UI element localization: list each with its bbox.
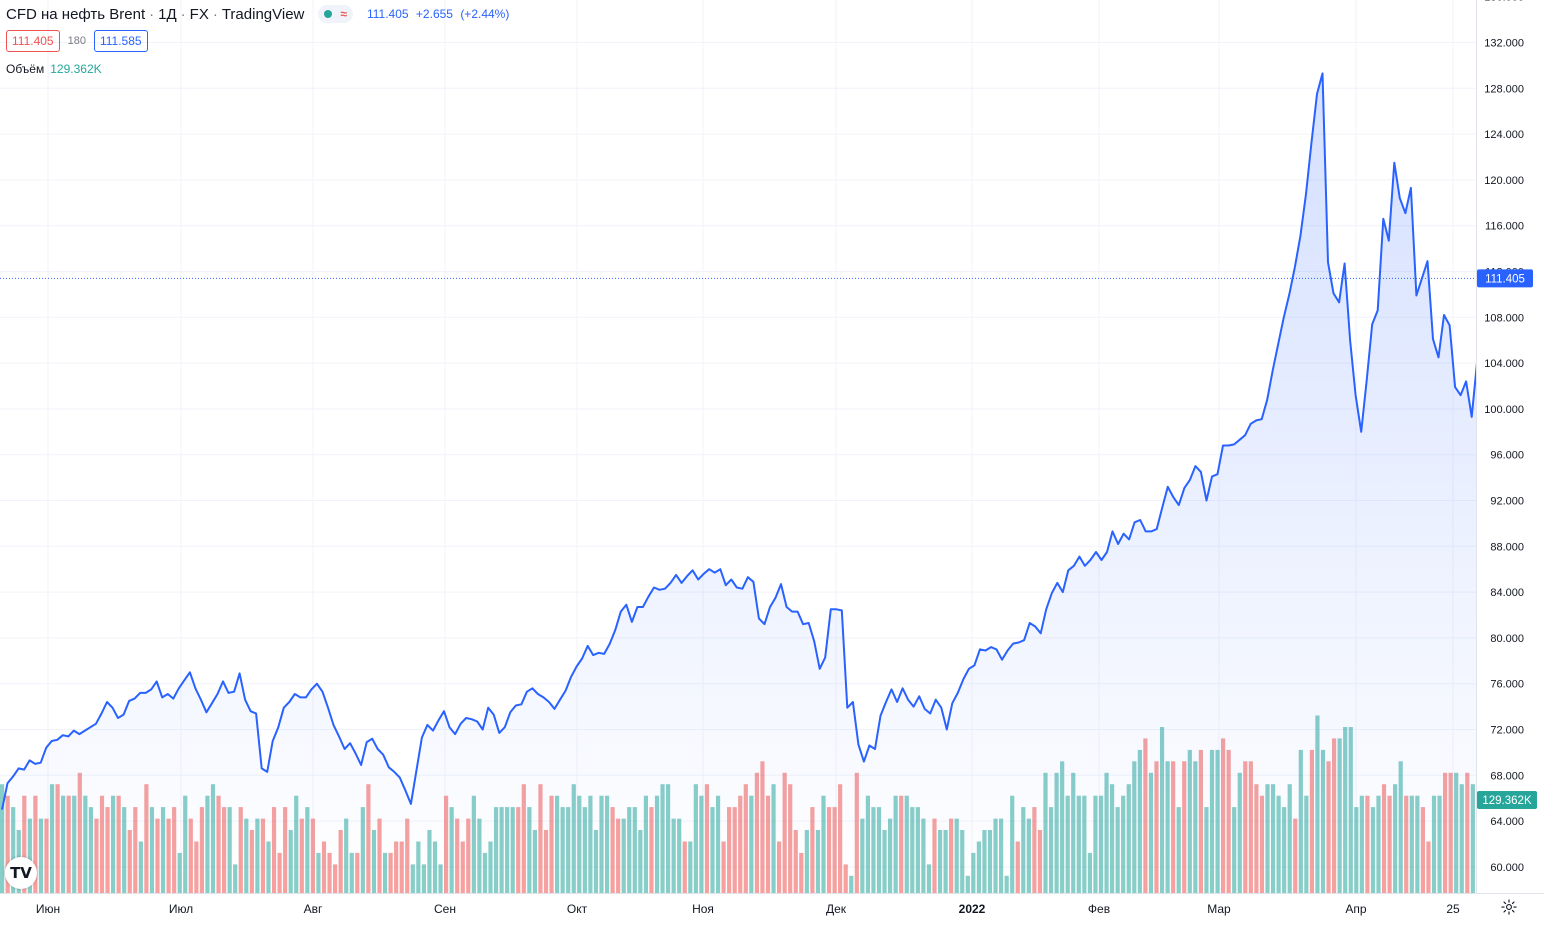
volume-value: 129.362K — [50, 62, 102, 76]
buy-button[interactable]: 111.585 — [93, 30, 148, 52]
y-tick-label: 96.000 — [1490, 450, 1524, 462]
x-tick-label: 2022 — [959, 902, 986, 916]
y-tick-label: 92.000 — [1490, 496, 1524, 508]
x-tick-label: Июл — [169, 902, 193, 916]
x-tick-label: Окт — [567, 902, 588, 916]
y-tick-label: 128.000 — [1484, 83, 1524, 95]
x-tick-label: Апр — [1345, 902, 1367, 916]
time-axis: Июн Июл Авг Сен Окт Ноя Дек 2022 Фев Мар Апр 25 — [0, 893, 1544, 921]
y-tick-label: 132.000 — [1484, 38, 1524, 50]
live-dot-icon — [324, 10, 333, 18]
logo-text: TV — [10, 864, 32, 882]
sell-button[interactable]: 111.405 — [6, 30, 60, 52]
y-tick-label: 76.000 — [1490, 679, 1524, 691]
source-label: TradingView — [221, 5, 305, 23]
last-price-tag-text: 111.405 — [1485, 273, 1525, 285]
y-tick-label: 104.000 — [1484, 358, 1524, 370]
y-tick-label: 68.000 — [1490, 770, 1524, 782]
spread-value: 180 — [67, 35, 86, 47]
x-tick-label: Ноя — [692, 902, 714, 916]
price-line — [1, 72, 1490, 810]
symbol-title[interactable]: CFD на нефть Brent — [6, 5, 146, 23]
status-pill[interactable]: ≈ — [318, 5, 353, 23]
y-tick-label: 64.000 — [1490, 816, 1524, 828]
x-tick-label: 25 — [1446, 902, 1460, 916]
y-tick-label: 116.000 — [1485, 221, 1524, 233]
tradingview-logo[interactable]: TV — [5, 857, 37, 889]
last-price: 111.405 — [366, 7, 409, 21]
x-tick-label: Фев — [1088, 902, 1110, 916]
change-abs: +2.655 — [415, 7, 453, 21]
x-tick-label: Дек — [826, 902, 847, 916]
gear-icon[interactable] — [1500, 898, 1518, 916]
interval-label[interactable]: 1Д — [158, 5, 177, 23]
price-area — [2, 73, 1489, 893]
volume-tag — [1477, 791, 1537, 809]
x-tick-label: Июн — [36, 902, 60, 916]
y-tick-label: 88.000 — [1490, 541, 1524, 553]
price-change: 111.405 +2.655 (+2.44%) — [367, 7, 513, 21]
last-price-tag — [1477, 269, 1533, 288]
y-tick-label: 60.000 — [1490, 862, 1524, 874]
y-tick-label: 80.000 — [1490, 633, 1524, 645]
y-tick-label: 124.000 — [1484, 129, 1524, 141]
volume-legend[interactable]: Объём 129.362K — [6, 62, 102, 76]
change-pct: (+2.44%) — [460, 7, 510, 21]
y-tick-label: 100.000 — [1484, 404, 1524, 416]
y-tick-label: 120.000 — [1484, 175, 1524, 187]
exchange-label: FX — [189, 5, 209, 23]
y-tick-label: 72.000 — [1490, 725, 1524, 737]
volume-tag-text: 129.362K — [1482, 795, 1532, 807]
price-scale-bg — [1476, 0, 1544, 921]
approx-icon: ≈ — [340, 7, 347, 21]
quote-buttons: 111.405 180 111.585 — [6, 30, 148, 52]
x-tick-label: Сен — [434, 902, 456, 916]
x-tick-label: Мар — [1207, 902, 1231, 916]
x-tick-label: Авг — [304, 902, 323, 916]
y-tick-label: 136.000 — [1484, 0, 1524, 4]
time-scale-bg — [0, 893, 1544, 921]
y-tick-label: 108.000 — [1484, 312, 1524, 324]
volume-label: Объём — [6, 62, 45, 76]
price-axis: 136.000 132.000 128.000 124.000 120.000 116.0… — [1476, 0, 1544, 921]
y-tick-label: 84.000 — [1490, 587, 1524, 599]
chart-legend-header: CFD на нефть Brent · 1Д · FX · TradingVi… — [6, 4, 513, 24]
